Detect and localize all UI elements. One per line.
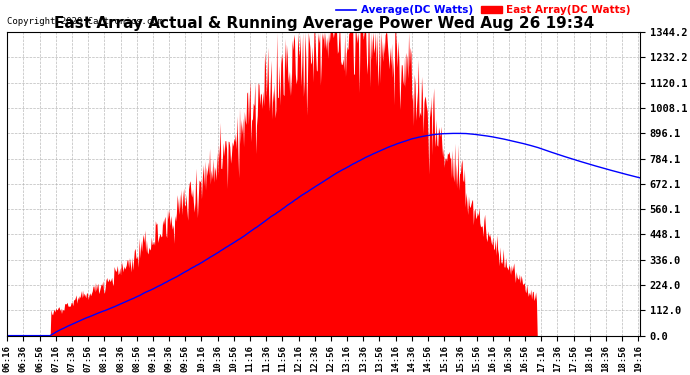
Text: Copyright 2020 Cartronics.com: Copyright 2020 Cartronics.com [8, 17, 163, 26]
Title: East Array Actual & Running Average Power Wed Aug 26 19:34: East Array Actual & Running Average Powe… [54, 16, 594, 31]
Legend: Average(DC Watts), East Array(DC Watts): Average(DC Watts), East Array(DC Watts) [331, 1, 635, 19]
